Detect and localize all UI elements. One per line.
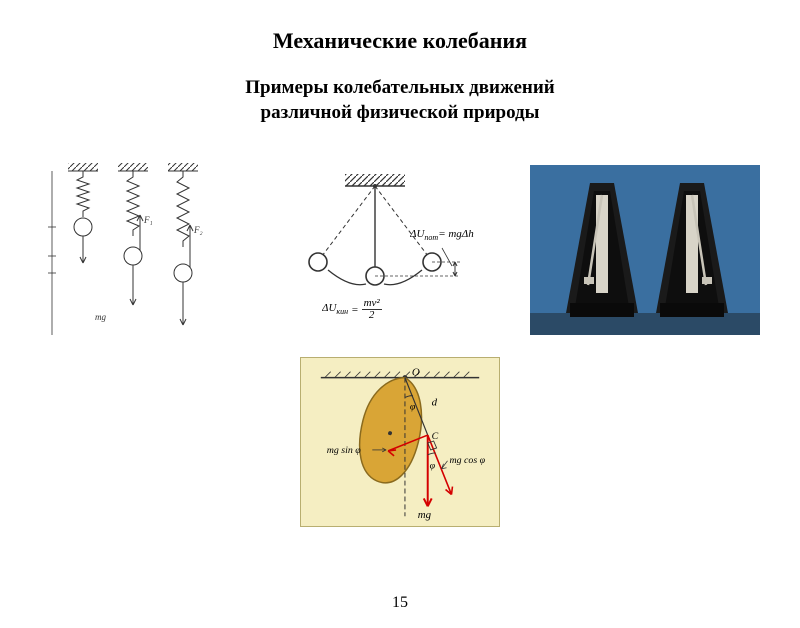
label-phi-top: φ [410,402,416,413]
label-O: O [412,367,420,379]
label-f1: F₁ [143,215,153,225]
label-f2: F₂ [193,225,203,235]
page-number: 15 [392,594,408,612]
page-title: Механические колебания [0,28,800,54]
label-C: C [432,431,439,442]
page-subtitle: Примеры колебательных движений различной… [0,76,800,125]
label-mg: mg [95,312,106,322]
figure-simple-pendulum: ΔUпот= mgΔh ΔUкин = mv² 2 [260,170,490,330]
label-mg: mg [418,510,432,522]
label-mg-cos: mg cos φ [450,455,486,466]
figure-physical-pendulum: O d C φ mg [300,357,500,527]
formula-kinetic: ΔUкин = mv² 2 [322,298,432,321]
formula-potential: ΔUпот= mgΔh [410,228,490,242]
label-phi-bottom: φ [430,461,436,472]
bottom-row: O d C φ mg [0,357,800,527]
label-d: d [432,397,438,409]
subtitle-line2: различной физической природы [0,101,800,126]
label-mg-sin: mg sin φ [327,445,362,456]
figures-row: mg F₁ F₂ [0,155,800,345]
subtitle-line1: Примеры колебательных движений [0,76,800,101]
figure-spring-pendulum: mg F₁ F₂ [40,155,220,345]
figure-metronomes [530,165,760,335]
